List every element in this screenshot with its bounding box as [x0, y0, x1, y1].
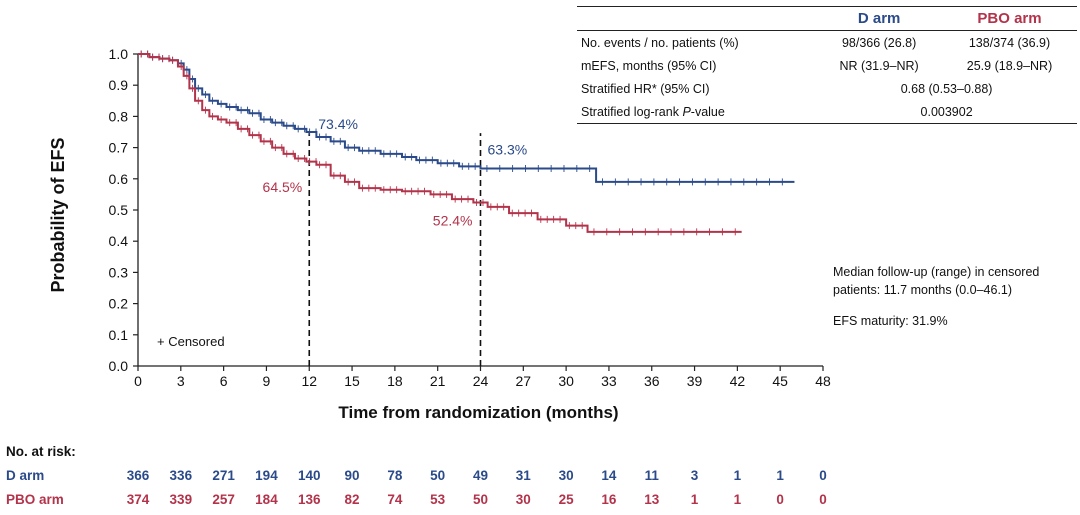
- y-tick-label: 0.4: [109, 233, 129, 249]
- risk-value: 82: [344, 492, 360, 507]
- x-axis-label: Time from randomization (months): [338, 403, 618, 422]
- stats-row-label: mEFS, months (95% CI): [581, 58, 717, 73]
- stats-col-d-arm: D arm: [816, 6, 943, 31]
- risk-value: 136: [297, 492, 321, 507]
- x-tick-label: 45: [772, 373, 788, 389]
- stats-row-label: No. events / no. patients (%): [581, 35, 739, 50]
- risk-value: 90: [344, 468, 360, 483]
- y-tick-label: 0.6: [109, 171, 129, 187]
- risk-value: 0: [776, 492, 784, 507]
- series-line-pbo-arm: [138, 53, 742, 233]
- risk-value: 0: [819, 492, 827, 507]
- risk-value: 11: [644, 468, 659, 483]
- km-plot: 0 3 6 9 12 15 18 21 24 27 30 33 36 39 42 45 480.00.10.20…: [109, 46, 831, 422]
- risk-value: 1: [733, 468, 742, 483]
- risk-value: 257: [212, 492, 235, 507]
- risk-value: 49: [472, 468, 489, 483]
- risk-value: 50: [472, 492, 489, 507]
- followup-note: Median follow-up (range) in censored pat…: [833, 265, 1040, 297]
- risk-value: 13: [644, 492, 660, 507]
- risk-title: No. at risk:: [6, 444, 76, 459]
- risk-value: 366: [126, 468, 150, 483]
- stats-cell-pvalue: 0.003902: [816, 100, 1077, 124]
- risk-label-pbo-arm: PBO arm: [6, 492, 64, 507]
- stats-row-hr: Stratified HR* (95% CI) 0.68 (0.53–0.88): [577, 77, 1077, 100]
- risk-value: 74: [387, 492, 403, 507]
- stats-row-mefs: mEFS, months (95% CI) NR (31.9–NR) 25.9 …: [577, 54, 1077, 77]
- risk-value: 339: [169, 492, 193, 507]
- annotation-label: 73.4%: [318, 116, 358, 132]
- risk-value: 25: [558, 492, 574, 507]
- stats-col-pbo-arm: PBO arm: [942, 6, 1077, 31]
- x-tick-label: 39: [687, 373, 703, 389]
- x-tick-label: 36: [644, 373, 660, 389]
- risk-value: 14: [601, 468, 617, 483]
- y-tick-label: 0.1: [109, 327, 129, 343]
- risk-label-d-arm: D arm: [6, 468, 45, 483]
- annotation-label: 63.3%: [488, 142, 528, 158]
- risk-value: 16: [601, 492, 617, 507]
- risk-value: 336: [169, 468, 193, 483]
- x-tick-label: 30: [558, 373, 574, 389]
- risk-value: 194: [255, 468, 278, 483]
- stats-cell-pbo: 25.9 (18.9–NR): [966, 58, 1053, 73]
- y-tick-label: 0.7: [109, 140, 129, 156]
- x-tick-label: 3: [177, 373, 185, 389]
- risk-value: 184: [255, 492, 278, 507]
- y-tick-label: 0.3: [109, 264, 129, 280]
- risk-value: 3: [690, 468, 699, 483]
- y-axis-label: Probability of EFS: [48, 137, 68, 293]
- x-tick-label: 21: [430, 373, 446, 389]
- y-tick-label: 0.8: [109, 108, 129, 124]
- risk-value: 1: [776, 468, 784, 483]
- annotation-label: 64.5%: [263, 179, 303, 195]
- x-tick-label: 6: [220, 373, 228, 389]
- risk-value: 140: [297, 468, 321, 483]
- x-tick-label: 0: [134, 373, 142, 389]
- risk-value: 0: [819, 468, 827, 483]
- risk-value: 374: [126, 492, 150, 507]
- risk-value: 1: [690, 492, 699, 507]
- y-tick-label: 0.5: [109, 202, 129, 218]
- x-tick-label: 33: [601, 373, 617, 389]
- x-tick-label: 24: [473, 373, 489, 389]
- stats-row-label: Stratified HR* (95% CI): [581, 81, 710, 96]
- stats-row-pvalue: Stratified log-rank P-value 0.003902: [577, 100, 1077, 124]
- risk-value: 30: [515, 492, 531, 507]
- risk-value: 50: [430, 468, 446, 483]
- x-tick-label: 48: [815, 373, 831, 389]
- stats-cell-pbo: 138/374 (36.9): [968, 35, 1051, 50]
- legend-censored: + Censored: [157, 334, 225, 349]
- y-tick-label: 0.0: [109, 358, 129, 374]
- x-tick-label: 27: [516, 373, 532, 389]
- risk-value: 31: [515, 468, 531, 483]
- stats-table: D arm PBO arm No. events / no. patients …: [577, 6, 1077, 124]
- x-tick-label: 15: [344, 373, 360, 389]
- x-tick-label: 42: [730, 373, 746, 389]
- x-tick-label: 18: [387, 373, 403, 389]
- stats-cell-d: NR (31.9–NR): [839, 58, 919, 73]
- x-tick-label: 9: [263, 373, 271, 389]
- stats-cell-hr: 0.68 (0.53–0.88): [900, 81, 993, 96]
- risk-value: 78: [387, 468, 403, 483]
- maturity-note: EFS maturity: 31.9%: [833, 314, 948, 328]
- stats-cell-d: 98/366 (26.8): [841, 35, 917, 50]
- risk-value: 30: [558, 468, 574, 483]
- y-tick-label: 0.2: [109, 296, 129, 312]
- stats-row-events: No. events / no. patients (%) 98/366 (26…: [577, 31, 1077, 55]
- x-tick-label: 12: [301, 373, 317, 389]
- risk-value: 271: [212, 468, 235, 483]
- stats-row-label: Stratified log-rank P-value: [577, 100, 817, 124]
- y-tick-label: 0.9: [109, 77, 129, 93]
- annotation-label: 52.4%: [433, 213, 473, 229]
- y-tick-label: 1.0: [109, 46, 129, 62]
- risk-value: 1: [733, 492, 742, 507]
- risk-value: 53: [430, 492, 446, 507]
